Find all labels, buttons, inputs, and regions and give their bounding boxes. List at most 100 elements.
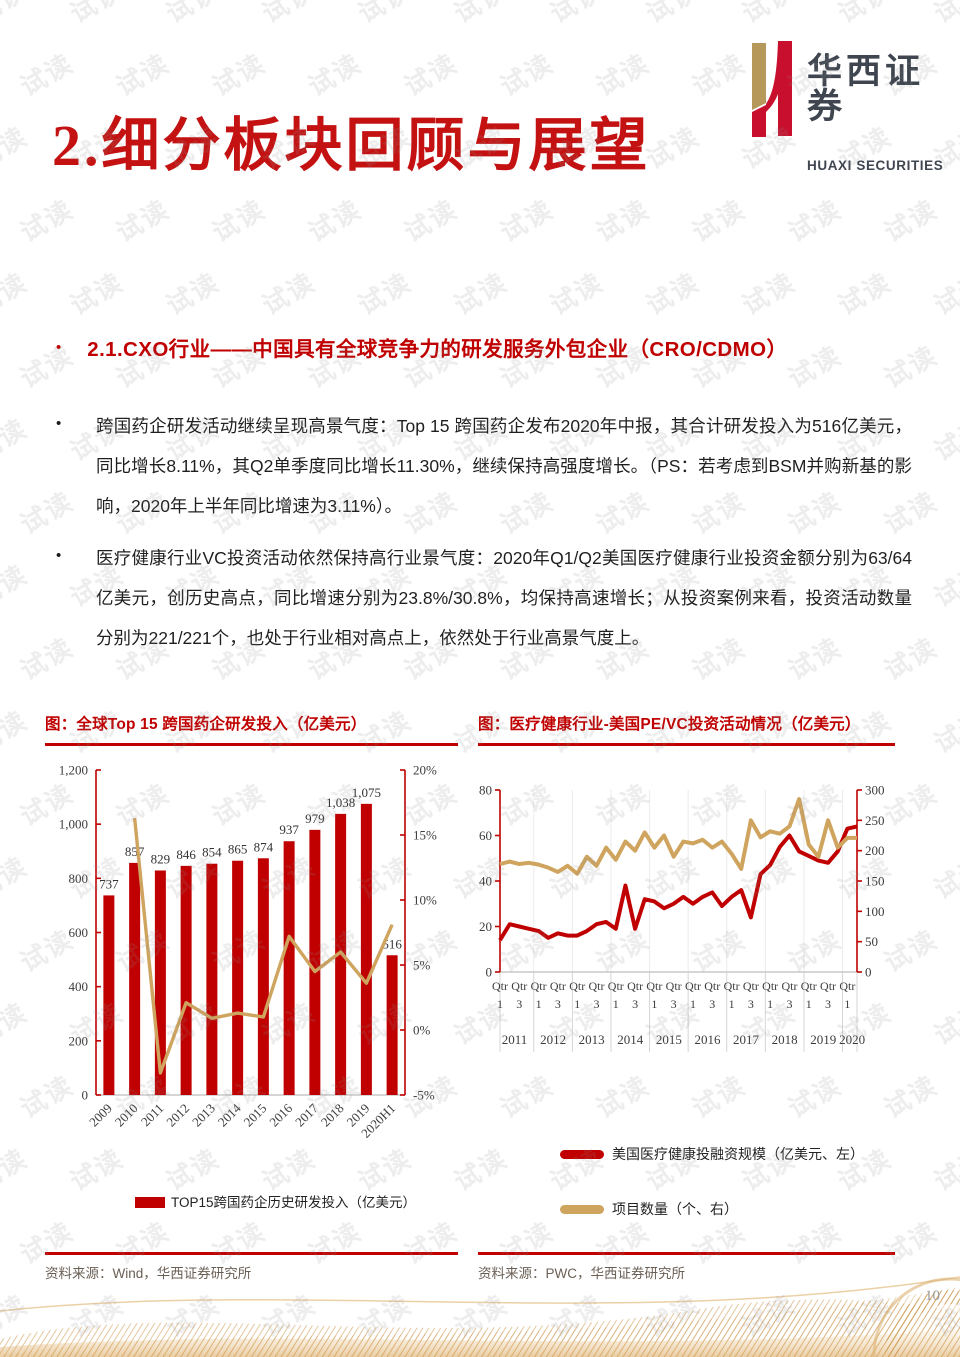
- legend-swatch-line-gold: [560, 1205, 604, 1214]
- svg-text:2016: 2016: [694, 1032, 721, 1047]
- svg-text:2018: 2018: [318, 1101, 347, 1130]
- page-title: 2.细分板块回顾与展望: [52, 113, 651, 178]
- svg-text:Qtr: Qtr: [801, 979, 817, 993]
- svg-text:20%: 20%: [413, 763, 437, 778]
- svg-text:3: 3: [786, 997, 792, 1011]
- svg-text:3: 3: [825, 997, 831, 1011]
- svg-text:1: 1: [806, 997, 812, 1011]
- svg-text:2012: 2012: [163, 1101, 192, 1130]
- svg-text:项目数量（个、右）: 项目数量（个、右）: [612, 1201, 738, 1217]
- svg-text:200: 200: [69, 1033, 89, 1048]
- svg-text:Qtr: Qtr: [492, 979, 508, 993]
- svg-text:1,038: 1,038: [326, 795, 355, 810]
- svg-text:10%: 10%: [413, 893, 437, 908]
- svg-text:5%: 5%: [413, 958, 431, 973]
- left-chart-source: 资料来源：Wind，华西证券研究所: [45, 1252, 458, 1282]
- right-source-text: 资料来源：PWC，华西证券研究所: [478, 1266, 685, 1281]
- bullet-paragraph-2-text: 医疗健康行业VC投资活动依然保持高行业景气度：2020年Q1/Q2美国医疗健康行…: [96, 548, 912, 648]
- svg-text:857: 857: [125, 844, 145, 859]
- bullet-marker-icon: •: [56, 547, 62, 564]
- svg-text:3: 3: [671, 997, 677, 1011]
- left-chart: 0 200 400 600 800 1,000 1,200 -5% 0% 5% 10% 15% 20% 7…: [45, 750, 458, 1230]
- right-chart-svg: 020406080050100150200250300Qtr1Qtr3Qtr1Q…: [479, 783, 885, 1218]
- svg-text:2014: 2014: [617, 1032, 644, 1047]
- svg-text:600: 600: [69, 925, 89, 940]
- svg-text:150: 150: [865, 874, 885, 889]
- svg-text:1,200: 1,200: [59, 763, 88, 778]
- svg-text:2010: 2010: [112, 1101, 141, 1130]
- svg-text:Qtr: Qtr: [820, 979, 836, 993]
- bullet-paragraph-1-text: 跨国药企研发活动继续呈现高景气度：Top 15 跨国药企发布2020年中报，其合…: [96, 416, 912, 516]
- svg-text:2013: 2013: [189, 1101, 218, 1130]
- svg-text:-5%: -5%: [413, 1088, 435, 1103]
- svg-text:937: 937: [279, 822, 299, 837]
- logo-cn-text: 华西证券: [807, 52, 925, 126]
- left-chart-title: 图：全球Top 15 跨国药企研发投入（亿美元）: [45, 716, 367, 733]
- svg-text:2012: 2012: [540, 1032, 566, 1047]
- left-source-text: 资料来源：Wind，华西证券研究所: [45, 1266, 252, 1281]
- svg-text:854: 854: [202, 845, 222, 860]
- svg-text:2019: 2019: [810, 1032, 836, 1047]
- svg-text:Qtr: Qtr: [724, 979, 740, 993]
- right-source-rule: [478, 1252, 895, 1255]
- svg-text:0: 0: [486, 965, 493, 980]
- svg-text:40: 40: [479, 874, 492, 889]
- svg-text:2011: 2011: [138, 1101, 167, 1130]
- svg-text:3: 3: [593, 997, 599, 1011]
- svg-text:1: 1: [844, 997, 850, 1011]
- section-heading: • 2.1.CXO行业——中国具有全球竞争力的研发服务外包企业（CRO/CDMO…: [56, 332, 787, 362]
- left-chart-title-rule: [45, 743, 458, 746]
- svg-text:Qtr: Qtr: [588, 979, 604, 993]
- bullet-paragraph-2: • 医疗健康行业VC投资活动依然保持高行业景气度：2020年Q1/Q2美国医疗健…: [56, 538, 912, 658]
- huaxi-logo: 华西证券 HUAXI SECURITIES: [743, 40, 960, 173]
- svg-text:Qtr: Qtr: [569, 979, 585, 993]
- left-source-rule: [45, 1252, 458, 1255]
- svg-text:829: 829: [151, 851, 171, 866]
- corner-ring-outer: [872, 1277, 960, 1357]
- corner-ring: [885, 1290, 960, 1357]
- svg-text:Qtr: Qtr: [685, 979, 701, 993]
- svg-text:Qtr: Qtr: [704, 979, 720, 993]
- svg-text:Qtr: Qtr: [762, 979, 778, 993]
- svg-text:1: 1: [690, 997, 696, 1011]
- svg-text:846: 846: [176, 847, 196, 862]
- series-line-1: [499, 797, 857, 876]
- svg-text:Qtr: Qtr: [608, 979, 624, 993]
- svg-text:2017: 2017: [733, 1032, 760, 1047]
- svg-text:2017: 2017: [292, 1100, 321, 1129]
- svg-text:TOP15跨国药企历史研发投入（亿美元）: TOP15跨国药企历史研发投入（亿美元）: [171, 1194, 416, 1210]
- svg-text:400: 400: [69, 979, 89, 994]
- huaxi-logo-mark: [752, 41, 792, 137]
- bullet-marker-icon: •: [56, 415, 62, 432]
- svg-text:2015: 2015: [241, 1101, 270, 1130]
- svg-text:100: 100: [865, 904, 885, 919]
- svg-text:1: 1: [651, 997, 657, 1011]
- right-chart-title-rule: [478, 743, 895, 746]
- svg-text:800: 800: [69, 871, 89, 886]
- svg-text:2018: 2018: [772, 1032, 798, 1047]
- svg-text:20: 20: [479, 919, 492, 934]
- bullet-paragraph-1: • 跨国药企研发活动继续呈现高景气度：Top 15 跨国药企发布2020年中报，…: [56, 406, 912, 526]
- svg-text:15%: 15%: [413, 828, 437, 843]
- right-chart-panel: 图：医疗健康行业-美国PE/VC投资活动情况（亿美元） 0 20 40 60 80 0 50…: [478, 712, 895, 1245]
- svg-text:50: 50: [865, 934, 878, 949]
- page-number: 10: [925, 1288, 940, 1304]
- wave-line: [0, 1276, 960, 1312]
- svg-text:865: 865: [228, 842, 248, 857]
- svg-text:1: 1: [574, 997, 580, 1011]
- svg-text:1: 1: [767, 997, 773, 1011]
- bottom-wave-decoration: [0, 1276, 960, 1357]
- series-line-0: [498, 824, 858, 942]
- svg-text:0%: 0%: [413, 1023, 431, 1038]
- svg-text:60: 60: [479, 828, 492, 843]
- svg-text:Qtr: Qtr: [743, 979, 759, 993]
- svg-text:2015: 2015: [656, 1032, 682, 1047]
- svg-text:200: 200: [865, 843, 885, 858]
- svg-text:3: 3: [632, 997, 638, 1011]
- growth-line: [132, 817, 394, 1075]
- legend-swatch-line-red: [560, 1150, 604, 1159]
- svg-text:0: 0: [865, 965, 872, 980]
- svg-text:2011: 2011: [502, 1032, 528, 1047]
- right-chart: 0 20 40 60 80 0 50 100 150 200 250 300 Qtr 1 Qtr 3 Qtr 1 Q…: [478, 750, 895, 1245]
- svg-text:3: 3: [516, 997, 522, 1011]
